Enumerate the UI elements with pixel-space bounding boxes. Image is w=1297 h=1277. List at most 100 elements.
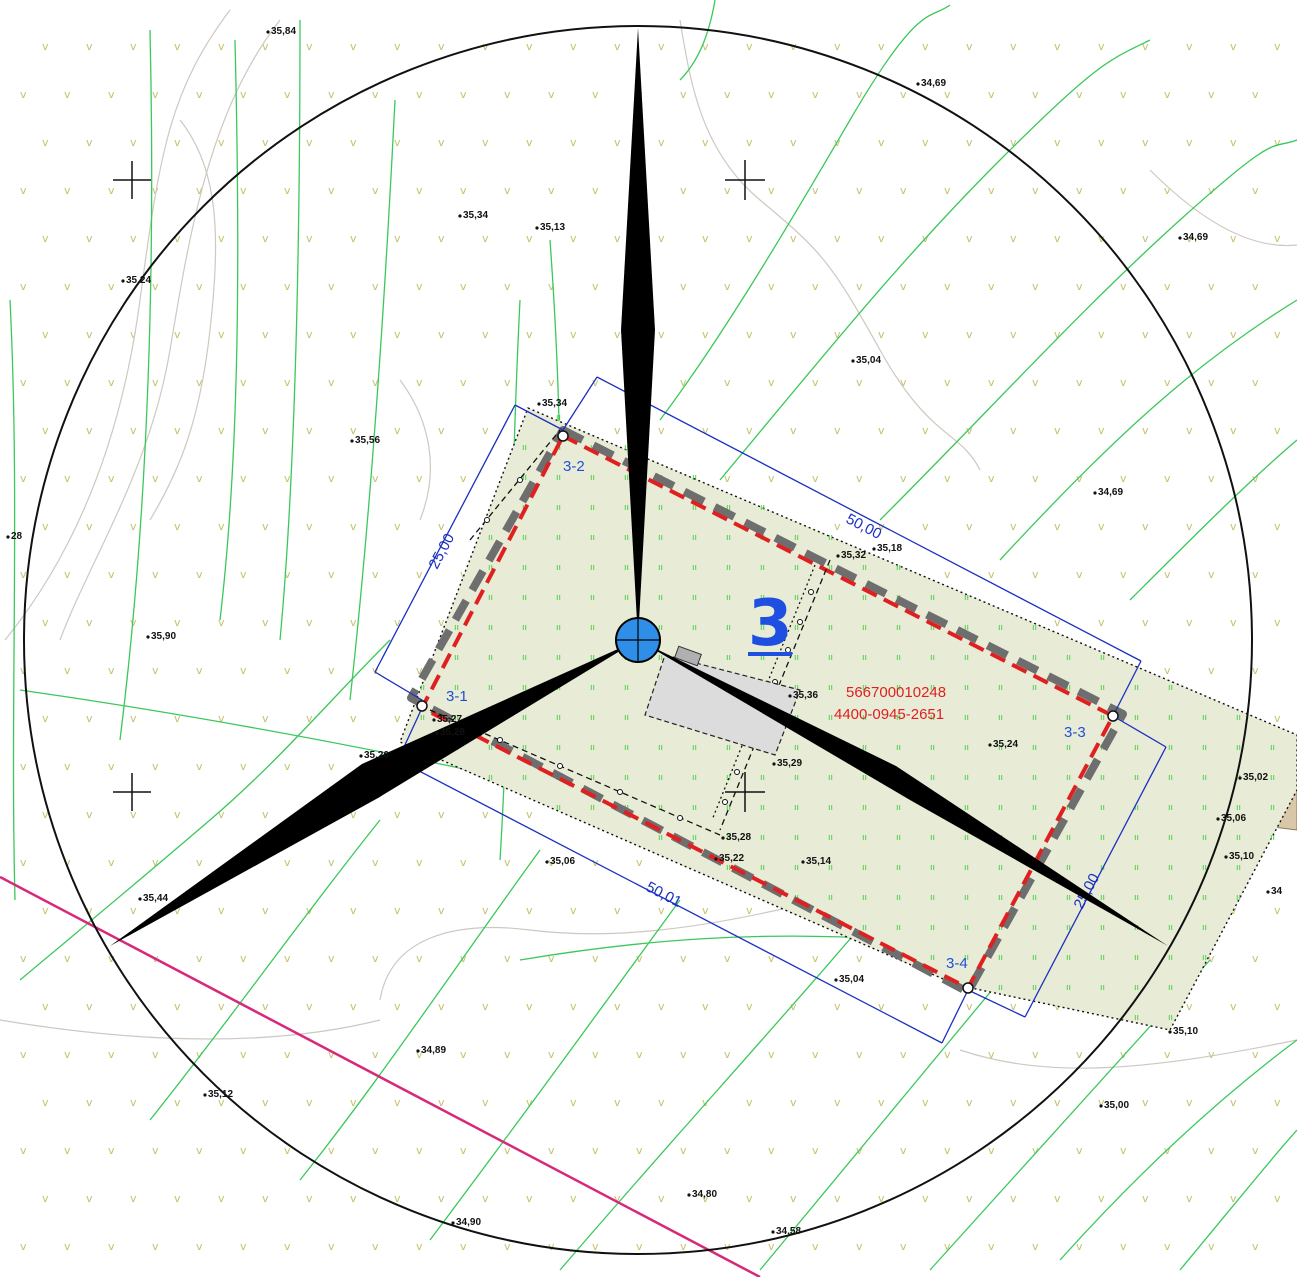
svg-text:v: v: [218, 904, 225, 917]
svg-text:v: v: [20, 1144, 27, 1157]
svg-text:v: v: [42, 136, 49, 149]
svg-text:v: v: [152, 472, 159, 485]
elevation-label: 35,90: [151, 631, 176, 642]
svg-text:v: v: [108, 376, 115, 389]
svg-text:v: v: [350, 904, 357, 917]
dimension-top-label: 50,00: [843, 510, 884, 542]
svg-text:ıı: ıı: [930, 713, 935, 723]
svg-text:v: v: [1142, 40, 1149, 53]
elevation-point: 35,27: [432, 714, 462, 725]
svg-text:v: v: [878, 424, 885, 437]
svg-text:v: v: [1142, 520, 1149, 533]
svg-text:v: v: [1054, 616, 1061, 629]
svg-text:v: v: [1054, 1096, 1061, 1109]
svg-text:ıı: ıı: [1270, 803, 1275, 813]
svg-text:ıı: ıı: [692, 773, 697, 783]
svg-text:v: v: [218, 136, 225, 149]
svg-text:v: v: [944, 1048, 951, 1061]
elevation-label: 35,10: [1229, 851, 1254, 862]
svg-text:ıı: ıı: [692, 593, 697, 603]
svg-text:ıı: ıı: [828, 563, 833, 573]
svg-text:v: v: [1098, 328, 1105, 341]
svg-text:ıı: ıı: [692, 623, 697, 633]
svg-text:v: v: [834, 328, 841, 341]
svg-text:v: v: [1252, 184, 1259, 197]
svg-text:ıı: ıı: [726, 623, 731, 633]
svg-text:v: v: [526, 1000, 533, 1013]
svg-text:v: v: [42, 616, 49, 629]
svg-text:v: v: [1010, 520, 1017, 533]
svg-text:v: v: [1010, 232, 1017, 245]
svg-text:v: v: [86, 424, 93, 437]
svg-text:v: v: [1120, 376, 1127, 389]
svg-text:ıı: ıı: [1134, 743, 1139, 753]
svg-text:v: v: [1274, 616, 1281, 629]
svg-text:v: v: [350, 1000, 357, 1013]
svg-text:ıı: ıı: [556, 743, 561, 753]
survey-point-icon: [1266, 890, 1270, 894]
svg-text:v: v: [108, 568, 115, 581]
svg-text:v: v: [1274, 424, 1281, 437]
svg-text:ıı: ıı: [964, 803, 969, 813]
svg-text:ıı: ıı: [420, 683, 425, 693]
svg-text:ıı: ıı: [522, 683, 527, 693]
svg-text:v: v: [548, 1144, 555, 1157]
svg-text:v: v: [1252, 952, 1259, 965]
svg-text:ıı: ıı: [862, 623, 867, 633]
svg-text:v: v: [922, 328, 929, 341]
svg-text:v: v: [988, 1048, 995, 1061]
svg-text:v: v: [1186, 1096, 1193, 1109]
svg-text:ıı: ıı: [556, 653, 561, 663]
svg-text:v: v: [1010, 1096, 1017, 1109]
svg-text:v: v: [878, 40, 885, 53]
survey-point-icon: [535, 226, 539, 230]
elevation-label: 35,36: [793, 690, 818, 701]
svg-text:v: v: [130, 616, 137, 629]
svg-text:v: v: [1032, 1048, 1039, 1061]
svg-text:ıı: ıı: [1236, 803, 1241, 813]
elevation-label: 35,56: [355, 435, 380, 446]
elevation-point: 34,69: [916, 78, 946, 89]
svg-text:ıı: ıı: [1066, 893, 1071, 903]
svg-text:v: v: [152, 760, 159, 773]
svg-text:v: v: [218, 520, 225, 533]
working-area: [399, 407, 1297, 1031]
svg-text:ıı: ıı: [1100, 653, 1105, 663]
elevation-point: 35,20: [359, 750, 389, 761]
svg-text:v: v: [86, 520, 93, 533]
terrain-lines: [0, 9, 1297, 1069]
svg-text:v: v: [504, 1144, 511, 1157]
svg-text:v: v: [724, 952, 731, 965]
svg-text:v: v: [284, 664, 291, 677]
svg-text:v: v: [394, 136, 401, 149]
svg-text:v: v: [394, 1000, 401, 1013]
svg-text:v: v: [196, 664, 203, 677]
parcel-code: 4400-0945-2651: [834, 706, 944, 723]
svg-text:v: v: [372, 280, 379, 293]
svg-text:ıı: ıı: [692, 473, 697, 483]
svg-text:ıı: ıı: [1236, 863, 1241, 873]
elevation-point: 34,58: [771, 1226, 801, 1237]
svg-text:v: v: [394, 904, 401, 917]
elevation-point: 34,80: [687, 1189, 717, 1200]
svg-text:ıı: ıı: [692, 833, 697, 843]
svg-text:v: v: [526, 232, 533, 245]
svg-text:v: v: [262, 1096, 269, 1109]
svg-text:v: v: [416, 856, 423, 869]
turbine-blade-3: [638, 640, 1168, 946]
svg-text:v: v: [174, 1000, 181, 1013]
svg-text:ıı: ıı: [998, 803, 1003, 813]
svg-text:v: v: [614, 1096, 621, 1109]
svg-text:ıı: ıı: [1066, 743, 1071, 753]
svg-text:v: v: [1208, 1048, 1215, 1061]
svg-text:ıı: ıı: [556, 473, 561, 483]
svg-text:v: v: [658, 1192, 665, 1205]
svg-text:v: v: [1208, 664, 1215, 677]
svg-text:ıı: ıı: [862, 833, 867, 843]
svg-text:v: v: [592, 1144, 599, 1157]
svg-text:v: v: [42, 1096, 49, 1109]
survey-point-icon: [962, 982, 974, 994]
svg-text:ıı: ıı: [896, 743, 901, 753]
